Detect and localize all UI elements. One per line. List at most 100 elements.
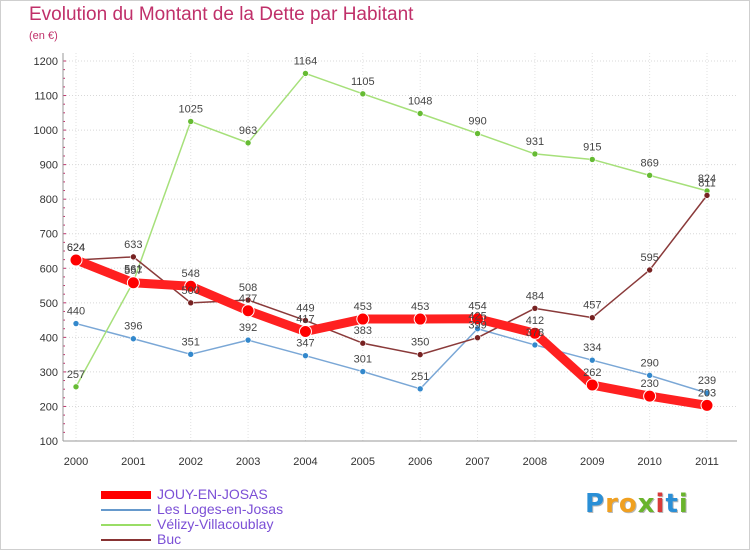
data-label-loges: 251: [411, 371, 429, 383]
series-line-jouy: [71, 255, 712, 410]
data-point-buc: [416, 351, 424, 358]
data-label-loges: 396: [124, 321, 142, 333]
data-label-buc: 399: [468, 320, 486, 332]
data-label-velizy: 869: [640, 157, 658, 169]
data-point-jouy: [356, 312, 370, 326]
data-point-buc: [531, 305, 539, 312]
x-tick-label: 2003: [236, 456, 260, 468]
data-point-loges: [187, 350, 195, 358]
x-tick-label: 2002: [178, 456, 202, 468]
data-point-jouy: [126, 276, 140, 290]
data-label-velizy: 1025: [178, 103, 202, 115]
data-label-velizy: 561: [124, 264, 142, 276]
data-point-jouy: [700, 398, 714, 412]
y-tick-label: 600: [40, 263, 58, 275]
data-label-loges: 290: [640, 357, 658, 369]
logo-letter: t: [665, 489, 679, 519]
data-label-velizy: 824: [698, 173, 716, 185]
legend-swatch-buc: [101, 539, 151, 541]
data-label-loges: 351: [182, 336, 200, 348]
data-point-loges: [646, 372, 653, 379]
data-label-loges: 392: [239, 322, 257, 334]
data-label-loges: 334: [583, 342, 601, 354]
data-point-buc: [646, 266, 653, 274]
y-tick-label: 100: [40, 436, 58, 448]
data-point-jouy: [69, 253, 83, 267]
logo-letter: i: [655, 489, 666, 519]
data-label-velizy: 931: [526, 136, 544, 148]
data-point-jouy: [241, 304, 255, 318]
data-label-jouy: 453: [411, 301, 429, 313]
data-label-velizy: 1105: [351, 76, 375, 88]
y-tick-label: 500: [40, 298, 58, 310]
data-point-loges: [588, 356, 596, 364]
data-label-loges: 425: [468, 311, 486, 323]
x-tick-label: 2000: [64, 456, 88, 468]
x-tick-label: 2006: [408, 456, 432, 468]
y-tick-label: 700: [40, 229, 58, 241]
data-label-jouy: 412: [526, 315, 544, 327]
data-point-loges: [474, 325, 481, 333]
data-label-velizy: 1048: [408, 96, 432, 108]
chart-subtitle: (en €): [29, 30, 58, 42]
data-point-loges: [244, 336, 252, 344]
data-label-jouy: 557: [124, 265, 142, 277]
y-tick-label: 300: [40, 367, 58, 379]
data-point-buc: [588, 314, 596, 321]
y-tick-label: 400: [40, 332, 58, 344]
data-point-loges: [302, 352, 309, 359]
y-tick-label: 200: [40, 401, 58, 413]
plot-area: [63, 53, 737, 441]
data-label-buc: 383: [354, 325, 372, 337]
x-tick-label: 2010: [637, 456, 661, 468]
data-point-loges: [359, 368, 367, 375]
data-label-buc: 595: [640, 252, 658, 264]
data-point-jouy: [298, 324, 312, 338]
data-point-velizy: [72, 383, 80, 391]
data-point-buc: [703, 192, 711, 199]
series-line-loges: [75, 322, 708, 394]
data-point-velizy: [588, 156, 596, 163]
series-line-velizy: [75, 72, 708, 388]
y-tick-label: 900: [40, 160, 58, 172]
x-tick-label: 2004: [293, 456, 317, 468]
y-tick-label: 1100: [34, 91, 58, 103]
y-tick-label: 1200: [34, 56, 58, 68]
data-label-loges: 347: [296, 338, 314, 350]
data-label-jouy: 203: [698, 387, 716, 399]
data-label-loges: 440: [67, 306, 85, 318]
data-label-jouy: 624: [67, 242, 85, 254]
data-label-loges: 301: [354, 354, 372, 366]
data-label-velizy: 257: [67, 369, 85, 381]
data-point-velizy: [474, 130, 481, 137]
x-tick-label: 2007: [465, 456, 489, 468]
data-label-velizy: 1164: [294, 55, 318, 67]
data-label-buc: 624: [67, 242, 85, 254]
logo-letter: i: [678, 489, 689, 519]
chart-title: Evolution du Montant de la Dette par Hab…: [29, 4, 414, 25]
data-label-buc: 811: [698, 177, 716, 189]
legend-label-velizy: Vélizy-Villacoublay: [157, 516, 274, 532]
data-point-jouy: [528, 326, 542, 340]
data-point-velizy: [646, 172, 653, 179]
data-point-buc: [302, 317, 309, 324]
logo-letter: o: [618, 489, 638, 519]
data-label-buc: 350: [411, 337, 429, 349]
data-point-buc: [359, 339, 367, 347]
data-label-jouy: 454: [468, 301, 486, 313]
data-label-buc: 484: [526, 290, 544, 302]
logo-letter: x: [637, 489, 656, 519]
proxiti-logo: Proxiti: [585, 489, 689, 519]
logo-letter: P: [585, 489, 606, 519]
x-tick-label: 2005: [351, 456, 375, 468]
data-point-velizy: [187, 118, 195, 125]
data-point-jouy: [585, 378, 599, 392]
data-label-loges: 239: [698, 375, 716, 387]
data-point-velizy: [531, 150, 539, 158]
legend-label-jouy: JOUY-EN-JOSAS: [157, 486, 268, 502]
data-point-loges: [416, 385, 424, 393]
data-label-buc: 508: [239, 282, 257, 294]
data-label-jouy: 417: [296, 313, 314, 325]
data-label-velizy: 915: [583, 141, 601, 153]
